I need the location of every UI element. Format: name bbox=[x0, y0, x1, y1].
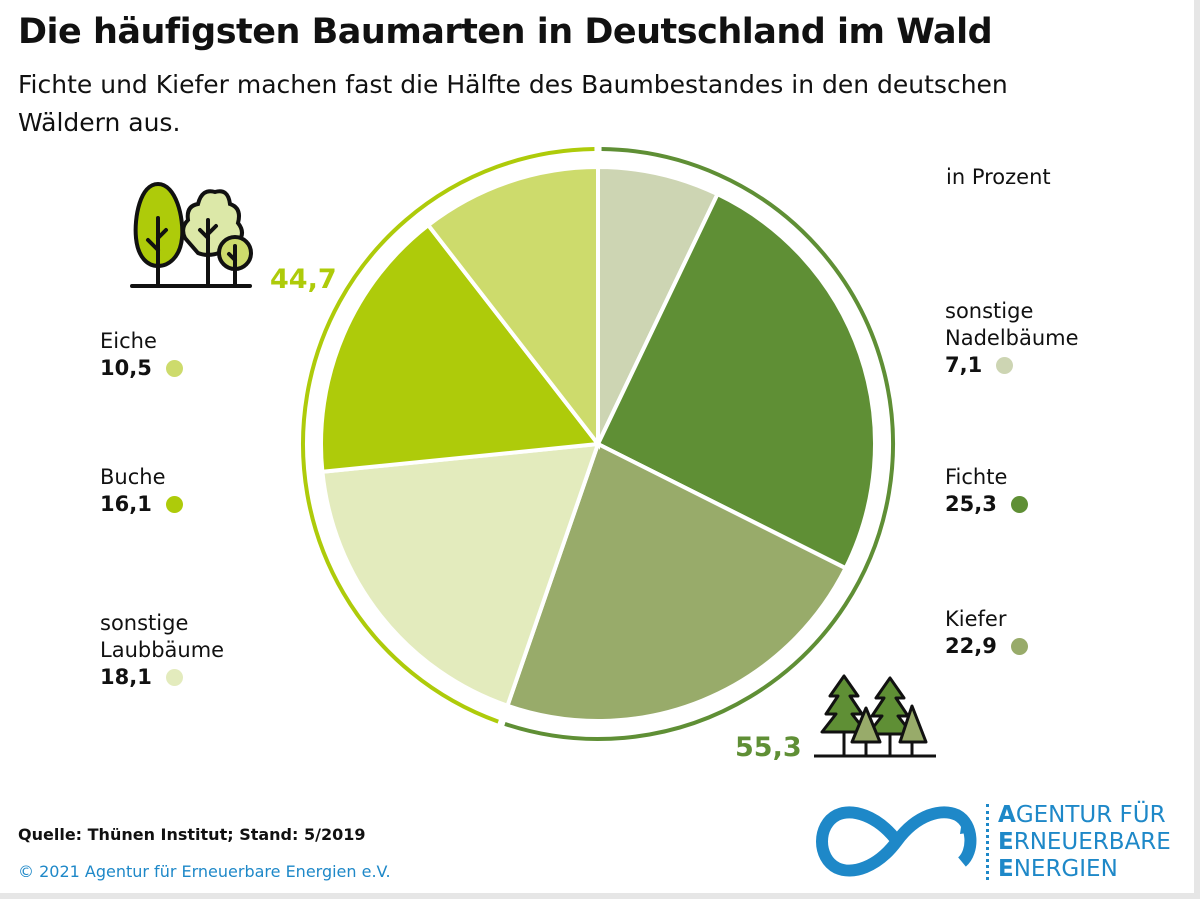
infinity-logo-icon bbox=[816, 806, 977, 877]
pie-slice-kiefer bbox=[504, 441, 849, 723]
pie-slice-sonstige-laubbäume bbox=[320, 441, 601, 709]
pie-slice-buche bbox=[319, 222, 602, 474]
pie-slice-fichte bbox=[595, 191, 877, 571]
pie-slice-eiche bbox=[425, 164, 600, 450]
nadel-total: 55,3 bbox=[735, 732, 802, 763]
laub-total: 44,7 bbox=[270, 264, 337, 295]
subtitle: Fichte und Kiefer machen fast die Hälfte… bbox=[18, 70, 1008, 137]
legend-kiefer: Kiefer 22,9 bbox=[945, 606, 1028, 660]
pie-slice-sonstige-nadelbäume bbox=[596, 164, 721, 445]
legend-fichte: Fichte 25,3 bbox=[945, 464, 1028, 518]
group-ring-laub bbox=[301, 147, 595, 724]
deciduous-trees-icon bbox=[130, 181, 253, 288]
logo-text: AGENTUR FÜR ERNEUERBARE ENERGIEN bbox=[998, 802, 1171, 882]
logo-divider bbox=[986, 804, 989, 880]
conifer-trees-icon bbox=[814, 674, 936, 758]
copyright: © 2021 Agentur für Erneuerbare Energien … bbox=[18, 862, 391, 881]
legend-sonstige-laub: sonstige Laubbäume 18,1 bbox=[100, 611, 225, 689]
group-ring-nadel bbox=[504, 147, 895, 741]
legend-buche: Buche 16,1 bbox=[100, 464, 183, 518]
legend-eiche: Eiche 10,5 bbox=[100, 328, 183, 382]
source-note: Quelle: Thünen Institut; Stand: 5/2019 bbox=[18, 825, 366, 844]
legend-sonstige-nadel: sonstige Nadelbäume 7,1 bbox=[945, 299, 1079, 377]
unit-label: in Prozent bbox=[946, 165, 1051, 189]
page-title: Die häufigsten Baumarten in Deutschland … bbox=[18, 12, 993, 52]
